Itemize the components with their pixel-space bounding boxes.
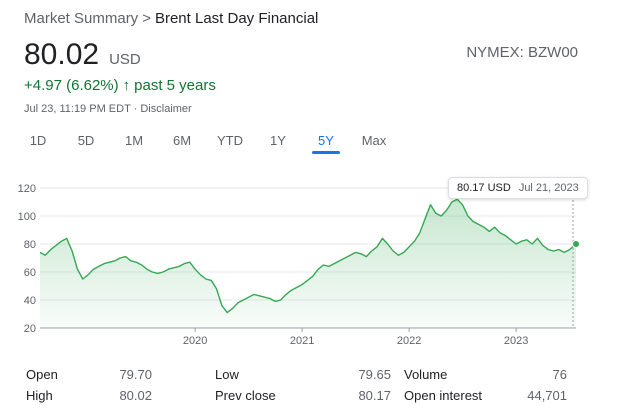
price-row: 80.02 USD — [24, 38, 141, 72]
latest-point-marker — [572, 240, 580, 248]
stat-value: 44,701 — [527, 388, 567, 403]
stat-open-interest: Open interest 44,701 — [404, 388, 567, 403]
y-tick-label: 40 — [24, 295, 36, 307]
tab-1m[interactable]: 1M — [124, 132, 144, 148]
breadcrumb-current-title: Brent Last Day Financial — [154, 10, 319, 27]
tooltip-date: Jul 21, 2023 — [518, 182, 579, 194]
stat-label: Volume — [404, 367, 448, 382]
stats-row: Open 79.70 Low 79.65 Volume 76 — [26, 364, 626, 385]
price-line — [39, 198, 577, 314]
stat-label: Low — [215, 367, 239, 382]
y-tick-label: 120 — [18, 183, 36, 195]
y-tick-label: 60 — [24, 267, 36, 279]
tab-max[interactable]: Max — [361, 132, 387, 148]
stat-label: Open interest — [404, 388, 483, 403]
x-tick-label: 2022 — [397, 335, 421, 347]
breadcrumb: Market Summary > Brent Last Day Financial — [24, 10, 318, 27]
breadcrumb-separator: > — [142, 10, 151, 27]
range-tabs: 1D 5D 1M 6M YTD 1Y 5Y Max — [14, 126, 398, 154]
stat-volume: Volume 76 — [404, 367, 567, 382]
change-period: past 5 years — [134, 77, 216, 94]
tab-1d[interactable]: 1D — [29, 132, 47, 148]
stat-high: High 80.02 — [26, 388, 152, 403]
x-tick-label: 2023 — [504, 335, 528, 347]
stat-value: 79.65 — [358, 367, 391, 382]
stat-value: 80.02 — [119, 388, 152, 403]
y-tick-label: 20 — [24, 323, 36, 335]
stat-low: Low 79.65 — [215, 367, 391, 382]
timestamp-disclaimer[interactable]: Jul 23, 11:19 PM EDT · Disclaimer — [24, 103, 192, 115]
x-tick-label: 2020 — [183, 335, 207, 347]
price-area-fill — [40, 199, 576, 328]
stats-row: High 80.02 Prev close 80.17 Open interes… — [26, 385, 626, 406]
tab-6m[interactable]: 6M — [172, 132, 192, 148]
stat-value: 80.17 — [358, 388, 391, 403]
currency-label: USD — [109, 51, 141, 68]
tab-5y[interactable]: 5Y — [302, 126, 350, 154]
stat-label: Open — [26, 367, 58, 382]
stat-value: 76 — [552, 367, 567, 382]
exchange-ticker: NYMEX: BZW00 — [466, 44, 578, 61]
breadcrumb-market-summary[interactable]: Market Summary — [24, 10, 139, 27]
stats-table: Open 79.70 Low 79.65 Volume 76 High 80.0… — [26, 364, 626, 406]
arrow-up-icon: ↑ — [122, 77, 131, 94]
stat-label: High — [26, 388, 53, 403]
y-tick-label: 80 — [24, 239, 36, 251]
current-price: 80.02 — [24, 38, 100, 71]
y-tick-label: 100 — [18, 211, 36, 223]
stat-open: Open 79.70 — [26, 367, 152, 382]
change-amount: +4.97 (6.62%) — [24, 77, 119, 94]
stat-value: 79.70 — [119, 367, 152, 382]
stat-label: Prev close — [215, 388, 276, 403]
tab-ytd[interactable]: YTD — [217, 132, 243, 148]
tab-1y[interactable]: 1Y — [270, 132, 286, 148]
tooltip-price: 80.17 USD — [457, 182, 511, 194]
price-change: +4.97 (6.62%) ↑ past 5 years — [24, 77, 216, 94]
stat-prev-close: Prev close 80.17 — [215, 388, 391, 403]
x-tick-label: 2021 — [290, 335, 314, 347]
price-chart[interactable]: 20 40 60 80 100 120 2020 2021 2022 2023 — [0, 168, 640, 358]
tab-5d[interactable]: 5D — [77, 132, 95, 148]
chart-tooltip: 80.17 USD Jul 21, 2023 — [448, 177, 588, 199]
